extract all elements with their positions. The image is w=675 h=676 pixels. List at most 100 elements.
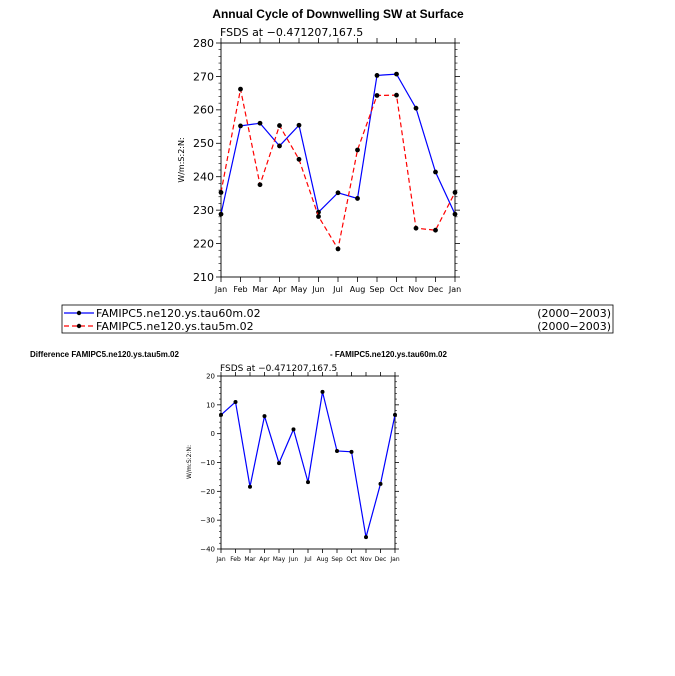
chart1-point-s2-6	[335, 246, 341, 252]
chart1-point-s1-12	[452, 211, 458, 217]
legend-period-series2: (2000−2003)	[537, 320, 611, 333]
chart1-point-s1-7	[355, 196, 360, 201]
chart2-point-s1-4	[277, 461, 281, 466]
chart1-point-s1-5	[316, 209, 321, 215]
chart2-ytick-label: 0	[211, 430, 215, 438]
chart1-point-s2-8	[374, 93, 380, 98]
legend-label-series2: FAMIPC5.ne120.ys.tau5m.02	[96, 320, 254, 333]
chart2-xtick-label: Apr	[259, 556, 270, 563]
chart2-xtick-label: Jan	[389, 556, 399, 563]
chart2-title-right: - FAMIPC5.ne120.ys.tau60m.02	[330, 350, 447, 359]
chart1-point-s2-5	[316, 214, 321, 219]
legend-period-series1: (2000−2003)	[537, 307, 611, 320]
chart1-point-s2-11	[433, 227, 438, 233]
chart1-ytick-label: 260	[193, 104, 214, 117]
chart2-ytick-label: −30	[200, 517, 215, 525]
chart2-xtick-label: Jul	[303, 556, 312, 563]
chart1-point-s2-2	[257, 182, 263, 188]
chart1-xtick-label: Mar	[252, 285, 268, 294]
chart1-point-s1-3	[277, 143, 282, 149]
chart2-point-s1-10	[364, 535, 368, 540]
chart2-ylabel: W/m:S:2:N:	[186, 445, 193, 479]
chart1-point-s1-11	[433, 169, 438, 175]
chart1-xtick-label: Oct	[390, 285, 404, 294]
chart2-ytick-label: −20	[200, 488, 215, 496]
chart2-point-s1-6	[306, 480, 310, 485]
chart1-point-s1-1	[238, 123, 243, 129]
chart1-ytick-label: 220	[193, 237, 214, 250]
chart2-xtick-label: Aug	[317, 556, 329, 563]
chart1-point-s1-2	[257, 120, 263, 126]
chart1-ytick-label: 230	[193, 204, 214, 217]
chart1-xtick-label: Jul	[332, 285, 343, 294]
chart1-ytick-label: 280	[193, 37, 214, 50]
chart2-point-s1-5	[291, 427, 296, 432]
legend-marker-series1	[76, 310, 82, 316]
chart2-axes: −40 −30 −20 −10 0 10 20 Jan Feb Mar Apr May Jun Jul Au…	[200, 372, 400, 563]
chart1-ytick-label: 270	[193, 70, 214, 83]
legend-marker-series2	[76, 323, 82, 329]
chart1-point-s1-4	[296, 122, 302, 128]
chart1-ylabel: W/m:S:2:N:	[177, 137, 186, 182]
chart2-xtick-label: Mar	[244, 556, 256, 563]
chart2-point-s1-3	[262, 414, 267, 419]
chart1-plot-area	[218, 71, 458, 252]
chart1-point-s1-10	[413, 105, 419, 111]
chart1-point-s2-1	[238, 86, 243, 92]
chart1-xtick-label: Apr	[273, 285, 288, 294]
chart2-point-s1-11	[378, 481, 383, 486]
chart2-ytick-label: 20	[206, 372, 215, 380]
chart1-point-s1-9	[394, 71, 399, 77]
chart2-point-s1-2	[248, 484, 252, 489]
chart1-subtitle: FSDS at −0.471207,167.5	[220, 26, 363, 39]
chart1-series-line-2	[220, 89, 456, 251]
chart1-point-s2-3	[277, 123, 282, 128]
chart1-point-s2-9	[394, 92, 399, 98]
chart1-point-s1-0	[218, 211, 224, 217]
chart1-ytick-label: 250	[193, 137, 214, 150]
chart1-point-s2-0	[218, 190, 224, 195]
chart1-xtick-label: Aug	[350, 285, 366, 294]
legend-box	[61, 304, 614, 334]
chart2-ytick-label: −10	[200, 459, 215, 467]
chart2-point-s1-12	[393, 412, 397, 417]
chart1-point-s1-6	[335, 190, 341, 196]
chart1-xtick-label: Jun	[311, 285, 325, 294]
chart2-xtick-label: Sep	[331, 556, 343, 563]
chart1-point-s2-7	[355, 147, 360, 153]
chart2-xtick-label: Jun	[288, 556, 299, 563]
chart2-point-s1-1	[233, 399, 238, 404]
chart1-xtick-label: Nov	[408, 285, 424, 294]
chart1-xtick-label: Sep	[369, 285, 384, 294]
chart2-xtick-label: Jan	[215, 556, 225, 563]
chart1-xtick-label: May	[291, 285, 308, 294]
chart2-point-s1-0	[219, 412, 223, 417]
chart2-series-line-1	[220, 391, 396, 538]
chart1-title: Annual Cycle of Downwelling SW at Surfac…	[212, 7, 464, 21]
chart2-xtick-label: Oct	[346, 556, 357, 563]
chart2-point-s1-8	[335, 448, 339, 453]
chart1-point-s2-12	[452, 190, 458, 195]
chart1-point-s2-10	[413, 225, 419, 231]
chart2-plot-area	[219, 389, 397, 540]
chart2-ytick-label: 10	[206, 401, 215, 409]
chart2-title-left: Difference FAMIPC5.ne120.ys.tau5m.02	[30, 350, 180, 359]
chart1-xtick-label: Jan	[214, 285, 227, 294]
chart2-xtick-label: Feb	[230, 556, 241, 563]
chart2-xtick-label: Nov	[360, 556, 372, 563]
chart2-frame	[220, 375, 396, 550]
chart1-xtick-label: Feb	[233, 285, 247, 294]
chart2-point-s1-7	[320, 389, 325, 394]
legend-label-series1: FAMIPC5.ne120.ys.tau60m.02	[96, 307, 261, 320]
chart1-point-s2-4	[296, 156, 302, 162]
chart2-ytick-label: −40	[200, 545, 215, 553]
chart1-point-s1-8	[374, 73, 380, 78]
chart2-subtitle: FSDS at −0.471207,167.5	[220, 364, 337, 374]
chart1-xtick-label: Dec	[428, 285, 443, 294]
chart2-point-s1-9	[349, 449, 354, 454]
chart2-xtick-label: Dec	[375, 556, 387, 563]
chart1-ytick-label: 240	[193, 171, 214, 184]
chart2-xtick-label: May	[273, 556, 286, 563]
